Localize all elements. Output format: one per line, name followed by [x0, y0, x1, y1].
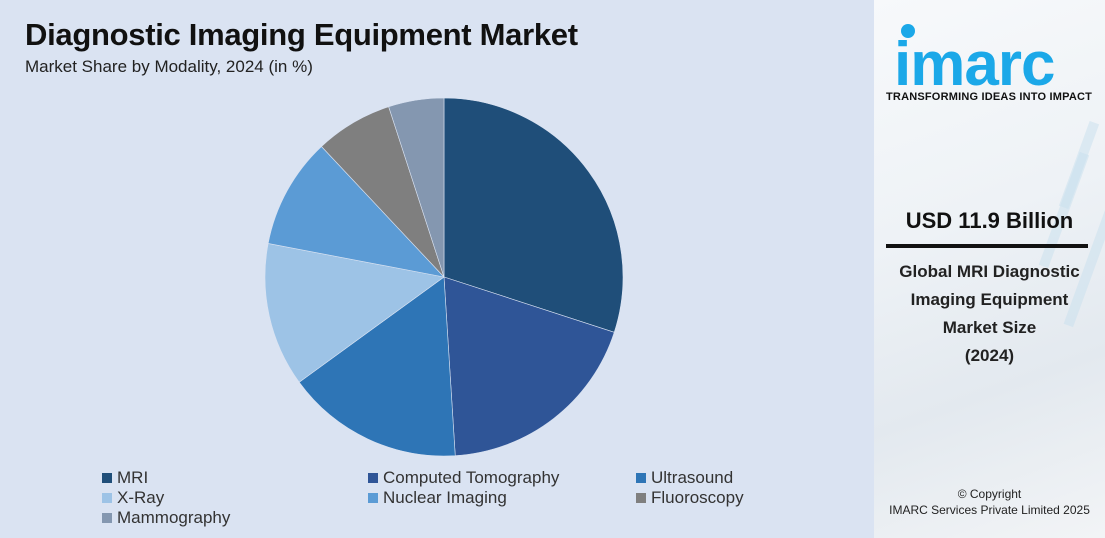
pie-slice-computed-tomography — [443, 276, 615, 456]
copyright-line-2: IMARC Services Private Limited 2025 — [889, 503, 1090, 517]
desc-line-2: Imaging Equipment — [910, 290, 1069, 309]
desc-line-1: Global MRI Diagnostic — [899, 262, 1080, 281]
market-size-value: USD 11.9 Billion — [905, 208, 1074, 233]
pie-slice-x-ray — [264, 243, 445, 383]
chart-area: Diagnostic Imaging Equipment Market Mark… — [6, 6, 872, 534]
legend-item: X-Ray — [102, 488, 164, 508]
legend-item: Fluoroscopy — [636, 488, 744, 508]
market-size-description: Global MRI Diagnostic Imaging Equipment … — [874, 258, 1105, 370]
legend-item: Computed Tomography — [368, 468, 559, 488]
legend-label: Computed Tomography — [383, 468, 560, 487]
legend-swatch-icon — [102, 473, 112, 483]
pie-slice-mri — [443, 97, 624, 333]
legend-item: Ultrasound — [636, 468, 733, 488]
chart-subtitle: Market Share by Modality, 2024 (in %) — [25, 57, 313, 76]
imarc-logo: imarc — [894, 24, 1055, 90]
pie-slice-mammography — [388, 97, 445, 278]
info-panel: imarc TRANSFORMING IDEAS INTO IMPACT USD… — [874, 0, 1105, 538]
legend-item: Nuclear Imaging — [368, 488, 507, 508]
legend-label: MRI — [117, 468, 149, 487]
brand-text: imarc — [894, 30, 1054, 90]
copyright: © Copyright IMARC Services Private Limit… — [874, 486, 1105, 518]
chart-title: Diagnostic Imaging Equipment Market — [25, 17, 578, 52]
legend-label: X-Ray — [117, 488, 165, 507]
copyright-line-1: © Copyright — [957, 487, 1022, 501]
legend-item: Mammography — [102, 508, 230, 528]
legend-label: Mammography — [117, 508, 231, 527]
pie-slice-ultrasound — [298, 276, 456, 457]
legend-swatch-icon — [636, 473, 646, 483]
legend-label: Nuclear Imaging — [383, 488, 507, 507]
legend-swatch-icon — [636, 493, 646, 503]
legend-swatch-icon — [368, 473, 378, 483]
legend-swatch-icon — [368, 493, 378, 503]
legend-swatch-icon — [102, 513, 112, 523]
divider — [886, 244, 1088, 248]
legend-label: Fluoroscopy — [651, 488, 744, 507]
legend-swatch-icon — [102, 493, 112, 503]
legend-item: MRI — [102, 468, 148, 488]
desc-line-3: Market Size — [942, 318, 1037, 337]
pie-slice-nuclear-imaging — [267, 146, 445, 278]
desc-line-4: (2024) — [964, 346, 1015, 365]
legend-label: Ultrasound — [651, 468, 734, 487]
pie-chart — [264, 97, 624, 457]
brand-tagline: TRANSFORMING IDEAS INTO IMPACT — [886, 91, 1093, 103]
